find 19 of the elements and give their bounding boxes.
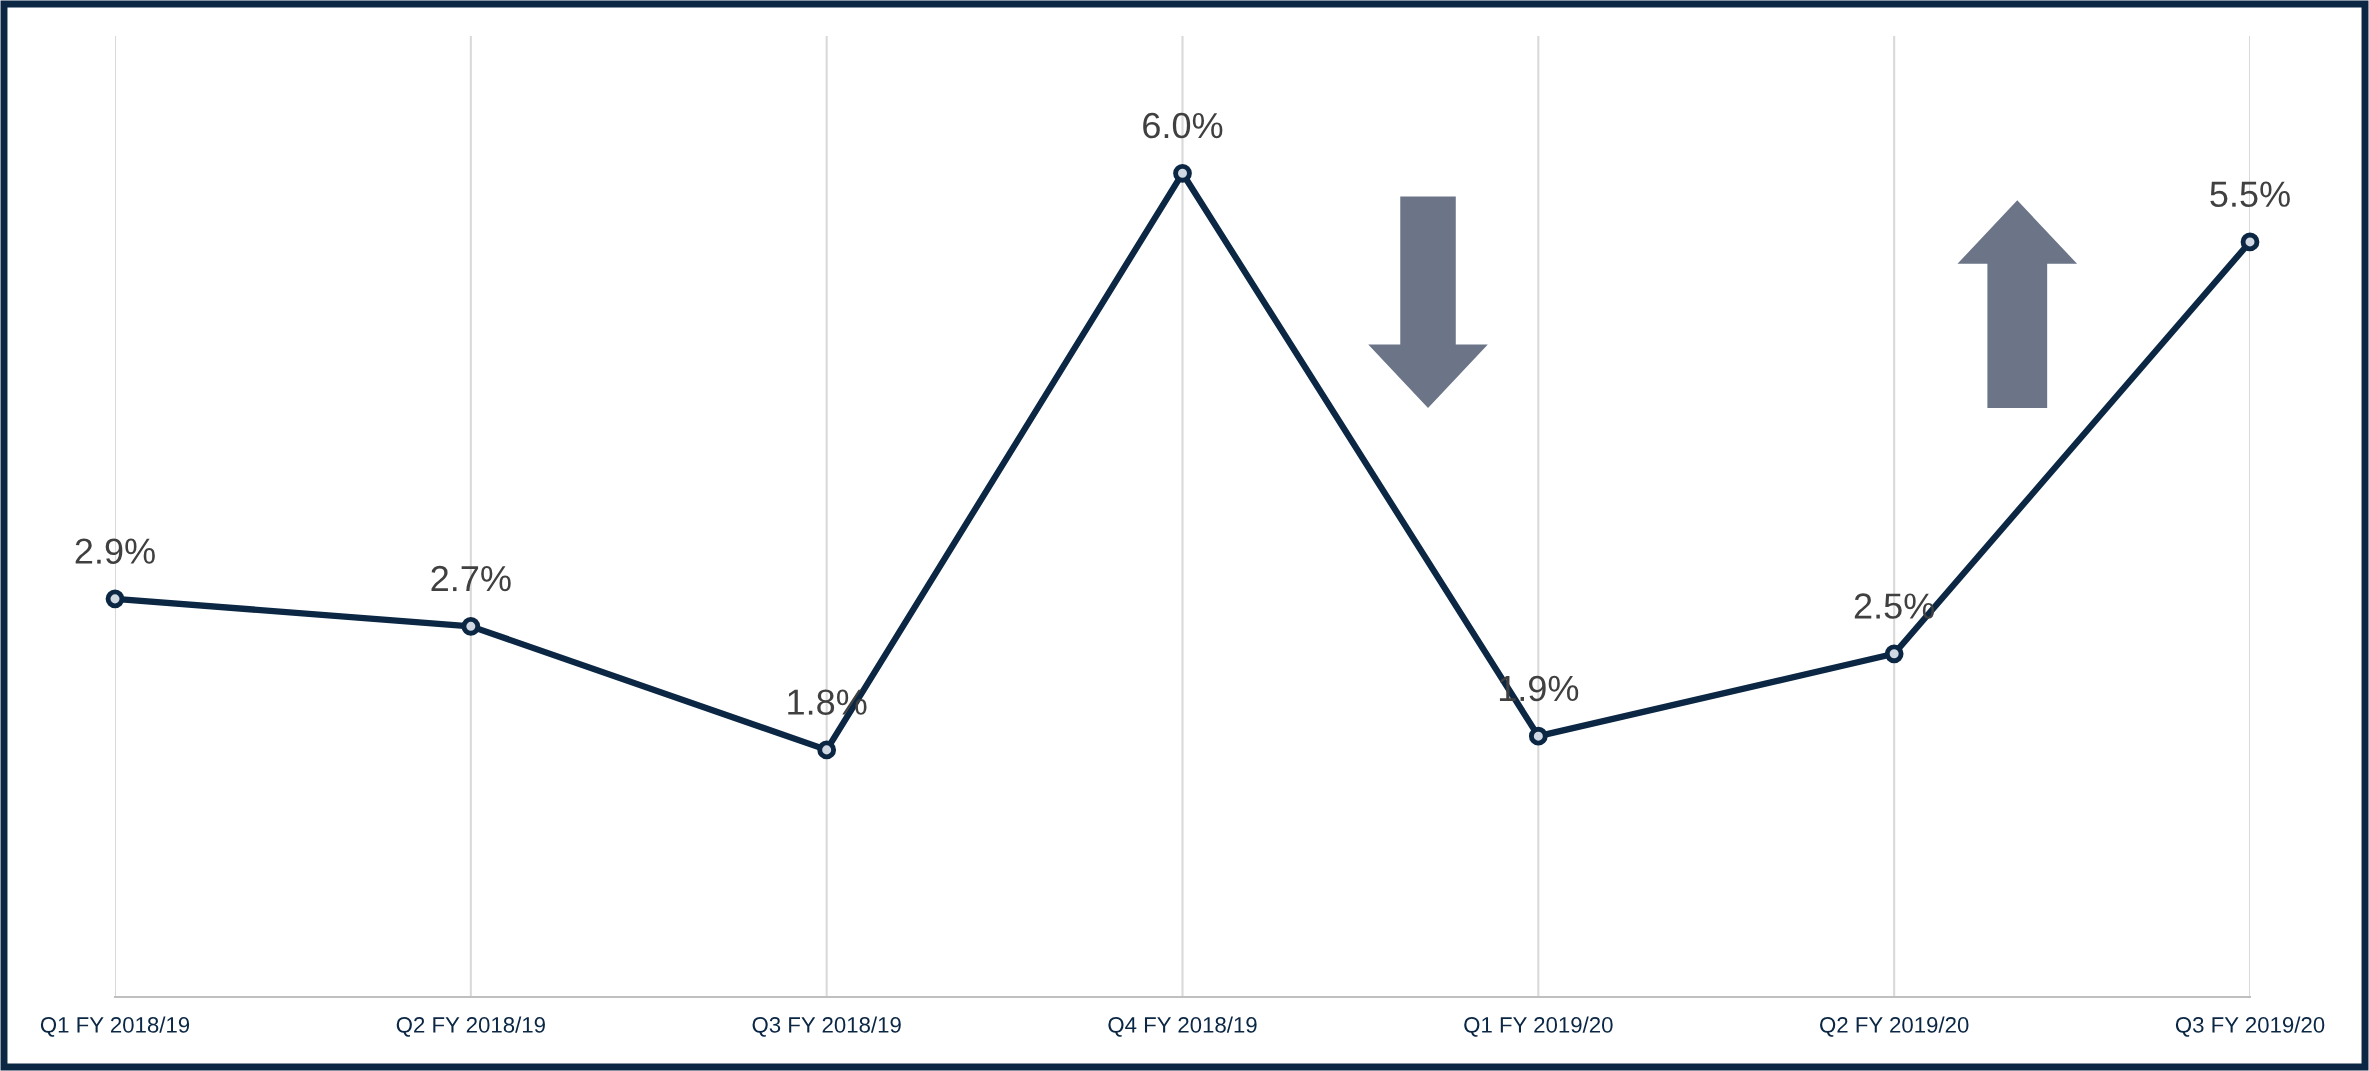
data-label: 2.7% [431,565,511,592]
x-tick-label: Q2 FY 2019/20 [1820,1016,1969,1037]
point [1884,644,1904,664]
data-label: 2.9% [75,538,155,564]
x-tick-label: Q3 FY 2018/19 [752,1016,901,1037]
x-tick-label: Q1 FY 2018/19 [40,1016,190,1037]
data-label: 6.0% [1143,112,1223,139]
point [1528,726,1548,746]
x-tick-label: Q4 FY 2018/19 [1108,1016,1257,1037]
x-tick-label: Q2 FY 2018/19 [396,1016,545,1037]
data-label: 2.5% [1854,593,1935,619]
point [817,740,837,760]
data-label: 5.5% [2210,181,2290,208]
point [461,616,481,636]
point [1173,163,1192,183]
point [105,589,125,609]
x-tick-label: Q3 FY 2019/20 [2175,1016,2325,1037]
point [2240,232,2260,252]
x-tick-label: Q1 FY 2019/20 [1464,1016,1613,1037]
